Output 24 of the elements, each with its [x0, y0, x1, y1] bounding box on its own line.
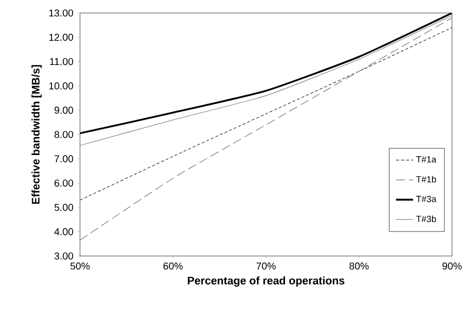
x-tick-label: 90% [442, 262, 462, 270]
legend-label: T#1b [416, 176, 436, 182]
y-tick-label: 12.00 [49, 34, 74, 41]
line-series [80, 27, 452, 200]
x-tick-label: 60% [164, 262, 183, 270]
x-tick-label: 50% [70, 262, 90, 270]
y-tick-label: 13.00 [49, 9, 74, 17]
y-tick-label: 5.00 [54, 204, 74, 211]
legend-label: T#3a [416, 196, 436, 202]
line-series [80, 18, 452, 241]
legend-label: T#3b [416, 216, 436, 222]
y-axis-title: Effective bandwidth [MB/s] [32, 65, 42, 204]
x-tick-label: 70% [256, 262, 276, 270]
legend-label: T#1a [416, 156, 436, 163]
y-tick-label: 8.00 [54, 130, 74, 138]
y-tick-label: 10.00 [49, 82, 74, 90]
y-tick-label: 9.00 [54, 106, 74, 114]
x-axis-title: Percentage of read operations [188, 276, 344, 287]
y-tick-label: 7.00 [54, 155, 74, 162]
y-tick-label: 3.00 [54, 252, 74, 260]
y-tick-label: 11.00 [50, 58, 74, 66]
y-tick-label: 4.00 [54, 228, 74, 236]
y-tick-label: 6.00 [54, 180, 74, 187]
x-tick-label: 80% [349, 262, 369, 270]
